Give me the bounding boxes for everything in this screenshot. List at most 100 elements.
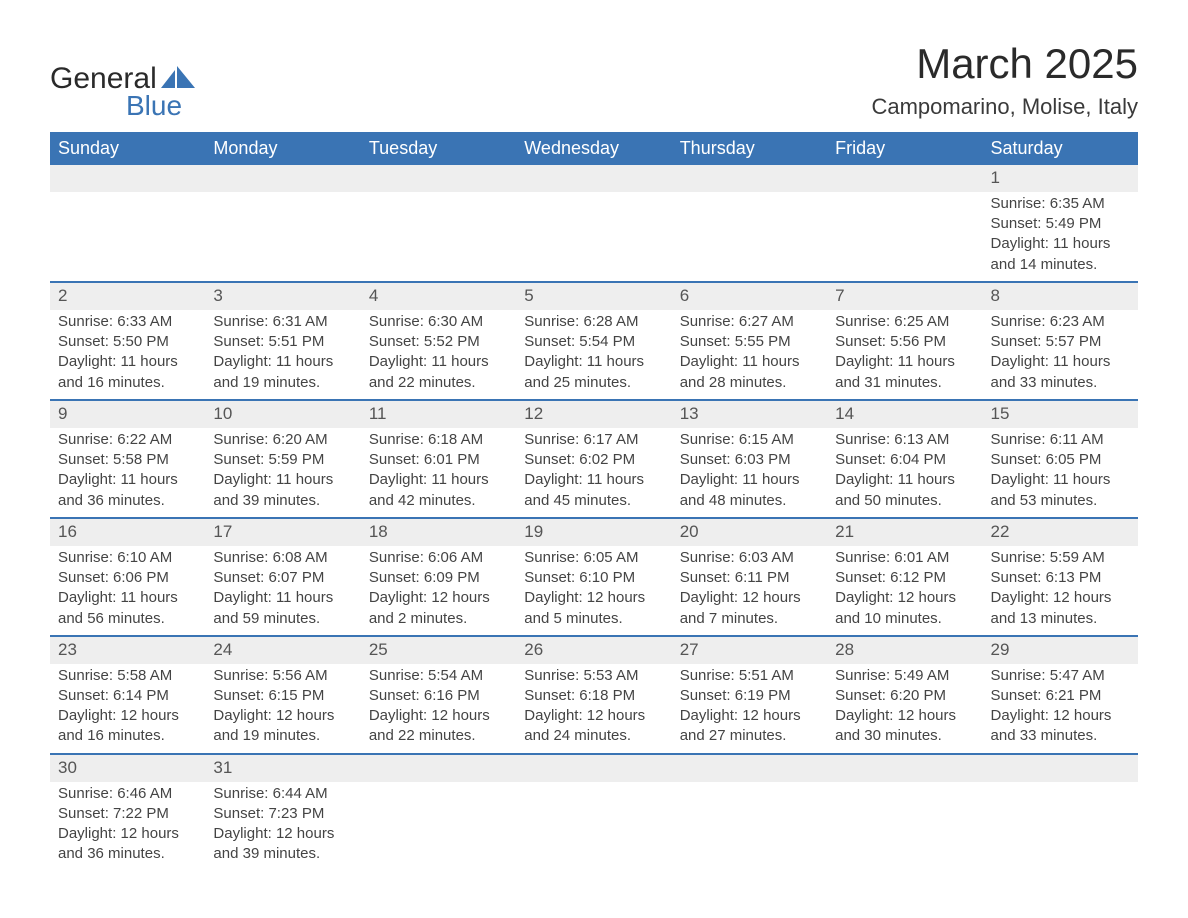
day-data-cell: Sunrise: 5:53 AM Sunset: 6:18 PM Daylight:… xyxy=(516,664,671,754)
sunrise-line: Sunrise: 5:53 AM xyxy=(524,667,638,684)
daylight-line: Daylight: 12 hours and 24 minutes. xyxy=(524,707,645,744)
sunset-line: Sunset: 6:21 PM xyxy=(991,687,1102,704)
day-data-cell: Sunrise: 6:25 AMSunset: 5:56 PMDaylight:… xyxy=(827,310,982,400)
day-data-cell: Sunrise: 5:51 AMSunset: 6:19 PMDaylight:… xyxy=(672,664,827,754)
sunset-line: Sunset: 5:49 PM xyxy=(991,215,1102,232)
brand-name: General xyxy=(50,65,195,92)
daylight-line: Daylight: 12 hours and 19 minutes. xyxy=(213,707,334,744)
sunset-line: Sunset: 6:10 PM xyxy=(524,569,635,586)
day-data-cell: Sunrise: 5:49 AMSunset: 6:20 PMDaylight:… xyxy=(827,664,982,754)
weekday-header: Thursday xyxy=(672,132,827,165)
sunset-line: Sunset: 6:19 PM xyxy=(680,687,791,704)
sunset-line: Sunset: 6:13 PM xyxy=(991,569,1102,586)
day-data-cell: Sunrise: 6:01 AMSunset: 6:12 PMDaylight:… xyxy=(827,546,982,636)
day-number-cell: 20 xyxy=(672,518,827,546)
page-title: March 2025 xyxy=(871,40,1138,88)
sunrise-line: Sunrise: 6:46 AM xyxy=(58,785,172,802)
sunrise-line: Sunrise: 6:08 AM xyxy=(213,549,327,566)
sunrise-line: Sunrise: 6:22 AM xyxy=(58,431,172,448)
day-data-cell: Sunrise: 6:22 AMSunset: 5:58 PMDaylight:… xyxy=(50,428,205,518)
day-number-row: 3031 xyxy=(50,754,1138,782)
daylight-line: Daylight: 11 hours and 42 minutes. xyxy=(369,471,489,508)
sunset-line: Sunset: 5:59 PM xyxy=(213,451,324,468)
day-number-cell: 24 xyxy=(205,636,360,664)
daylight-line: Daylight: 12 hours and 30 minutes. xyxy=(835,707,956,744)
day-data-cell xyxy=(827,192,982,282)
day-data-cell: Sunrise: 6:44 AMSunset: 7:23 PMDaylight:… xyxy=(205,782,360,871)
sunrise-line: Sunrise: 6:27 AM xyxy=(680,313,794,330)
daylight-line: Daylight: 12 hours and 33 minutes. xyxy=(991,707,1112,744)
day-data-cell: Sunrise: 5:56 AM Sunset: 6:15 PM Daylight:… xyxy=(205,664,360,754)
weekday-header: Wednesday xyxy=(516,132,671,165)
daylight-line: Daylight: 11 hours and 39 minutes. xyxy=(213,471,333,508)
day-data-cell xyxy=(983,782,1138,871)
sunset-line: Sunset: 6:01 PM xyxy=(369,451,480,468)
sunset-line: Sunset: 6:04 PM xyxy=(835,451,946,468)
day-number-cell xyxy=(672,165,827,192)
sunset-line: Sunset: 5:58 PM xyxy=(58,451,169,468)
sunset-line: Sunset: 6:07 PM xyxy=(213,569,324,586)
sunrise-line: Sunrise: 6:03 AM xyxy=(680,549,794,566)
day-number-cell: 8 xyxy=(983,282,1138,310)
day-data-cell: Sunrise: 6:13 AMSunset: 6:04 PMDaylight:… xyxy=(827,428,982,518)
daylight-line: Daylight: 12 hours and 16 minutes. xyxy=(58,707,179,744)
sunset-line: Sunset: 5:57 PM xyxy=(991,333,1102,350)
sunset-line: Sunset: 6:05 PM xyxy=(991,451,1102,468)
day-number-cell xyxy=(205,165,360,192)
daylight-line: Daylight: 12 hours and 39 minutes. xyxy=(213,825,334,862)
sunset-line: Sunset: 5:51 PM xyxy=(213,333,324,350)
day-number-cell: 31 xyxy=(205,754,360,782)
sunset-line: Sunset: 6:06 PM xyxy=(58,569,169,586)
sunrise-line: Sunrise: 6:20 AM xyxy=(213,431,327,448)
day-number-cell: 25 xyxy=(361,636,516,664)
sunrise-line: Sunrise: 6:06 AM xyxy=(369,549,483,566)
weekday-header: Sunday xyxy=(50,132,205,165)
day-number-cell: 23 xyxy=(50,636,205,664)
daylight-line: Daylight: 11 hours and 22 minutes. xyxy=(369,353,489,390)
day-number-cell xyxy=(827,754,982,782)
weekday-header: Saturday xyxy=(983,132,1138,165)
day-data-cell: Sunrise: 6:46 AMSunset: 7:22 PMDaylight:… xyxy=(50,782,205,871)
sunrise-line: Sunrise: 6:18 AM xyxy=(369,431,483,448)
brand-word-2: Blue xyxy=(126,90,195,122)
day-number-cell: 12 xyxy=(516,400,671,428)
sunset-line: Sunset: 5:52 PM xyxy=(369,333,480,350)
day-data-cell: Sunrise: 5:58 AMSunset: 6:14 PMDaylight:… xyxy=(50,664,205,754)
daylight-line: Daylight: 12 hours and 36 minutes. xyxy=(58,825,179,862)
daylight-line: Daylight: 12 hours and 27 minutes. xyxy=(680,707,801,744)
daylight-line: Daylight: 12 hours and 13 minutes. xyxy=(991,589,1112,626)
day-data-cell: Sunrise: 6:05 AMSunset: 6:10 PMDaylight:… xyxy=(516,546,671,636)
sunrise-line: Sunrise: 5:59 AM xyxy=(991,549,1105,566)
day-number-row: 1 xyxy=(50,165,1138,192)
sunrise-line: Sunrise: 6:33 AM xyxy=(58,313,172,330)
sunrise-line: Sunrise: 5:54 AM xyxy=(369,667,483,684)
sunrise-line: Sunrise: 6:31 AM xyxy=(213,313,327,330)
daylight-line: Daylight: 12 hours and 22 minutes. xyxy=(369,707,490,744)
day-data-cell xyxy=(827,782,982,871)
sunrise-line: Sunrise: 5:56 AM xyxy=(213,667,327,684)
sunset-line: Sunset: 6:15 PM xyxy=(213,687,324,704)
sunset-line: Sunset: 7:23 PM xyxy=(213,805,324,822)
day-number-cell: 9 xyxy=(50,400,205,428)
day-number-cell: 18 xyxy=(361,518,516,546)
weekday-header-row: SundayMondayTuesdayWednesdayThursdayFrid… xyxy=(50,132,1138,165)
day-number-cell: 16 xyxy=(50,518,205,546)
day-data-cell: Sunrise: 6:33 AMSunset: 5:50 PMDaylight:… xyxy=(50,310,205,400)
day-data-row: Sunrise: 6:10 AMSunset: 6:06 PMDaylight:… xyxy=(50,546,1138,636)
day-number-cell xyxy=(827,165,982,192)
weekday-header: Friday xyxy=(827,132,982,165)
day-number-cell: 4 xyxy=(361,282,516,310)
daylight-line: Daylight: 11 hours and 28 minutes. xyxy=(680,353,800,390)
daylight-line: Daylight: 11 hours and 19 minutes. xyxy=(213,353,333,390)
day-number-cell xyxy=(361,754,516,782)
weekday-header: Monday xyxy=(205,132,360,165)
day-data-cell xyxy=(516,192,671,282)
calendar-table: SundayMondayTuesdayWednesdayThursdayFrid… xyxy=(50,132,1138,871)
day-data-cell xyxy=(672,782,827,871)
day-data-row: Sunrise: 6:46 AMSunset: 7:22 PMDaylight:… xyxy=(50,782,1138,871)
sunrise-line: Sunrise: 6:13 AM xyxy=(835,431,949,448)
sunset-line: Sunset: 6:18 PM xyxy=(524,687,635,704)
day-data-cell xyxy=(50,192,205,282)
day-data-cell: Sunrise: 6:30 AMSunset: 5:52 PMDaylight:… xyxy=(361,310,516,400)
sunrise-line: Sunrise: 6:28 AM xyxy=(524,313,638,330)
